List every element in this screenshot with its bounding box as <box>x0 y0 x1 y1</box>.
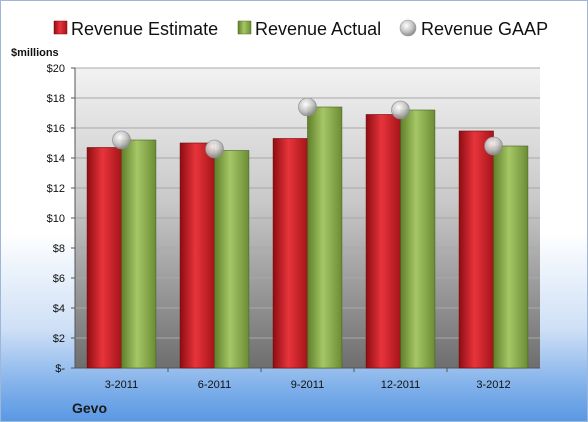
x-tick-label: 12-2011 <box>381 379 421 391</box>
legend: Revenue Estimate Revenue Actual Revenue … <box>53 19 548 39</box>
marker-revenue-gaap <box>391 100 410 120</box>
legend-label-actual: Revenue Actual <box>255 19 381 39</box>
bar-revenue-estimate <box>365 114 401 369</box>
legend-marker-gaap <box>399 19 417 37</box>
y-tick-label: $14 <box>47 153 65 165</box>
legend-item-revenue-gaap: Revenue GAAP <box>399 19 548 39</box>
y-unit-label: $millions <box>11 47 59 59</box>
y-tick-label: $6 <box>53 273 65 285</box>
y-tick-label: $8 <box>53 243 65 255</box>
company-label: Gevo <box>72 400 107 416</box>
marker-revenue-gaap <box>298 97 317 117</box>
bar-revenue-actual <box>214 150 250 369</box>
x-tick-label: 9-2011 <box>291 379 324 391</box>
bar-revenue-estimate <box>458 130 494 369</box>
bar-revenue-estimate <box>272 138 308 369</box>
y-tick-label: $2 <box>53 333 65 345</box>
legend-swatch-estimate <box>53 20 68 35</box>
legend-swatch-actual <box>237 20 252 35</box>
y-tick-label: $4 <box>53 303 65 315</box>
bar-revenue-actual <box>493 145 529 369</box>
bar-revenue-estimate <box>179 142 215 369</box>
marker-revenue-gaap <box>112 130 131 150</box>
legend-item-revenue-estimate: Revenue Estimate <box>53 19 218 39</box>
bar-revenue-estimate <box>86 147 122 369</box>
x-tick-label: 6-2011 <box>198 379 231 391</box>
legend-item-revenue-actual: Revenue Actual <box>237 19 381 39</box>
x-tick-label: 3-2012 <box>476 379 510 391</box>
marker-revenue-gaap <box>484 136 503 156</box>
bar-revenue-actual <box>400 109 436 369</box>
x-axis-ticks: 3-2011 6-2011 9-2011 12-2011 3-2012 <box>105 368 511 391</box>
y-tick-label: $10 <box>47 213 65 225</box>
bar-revenue-actual <box>121 139 157 369</box>
y-tick-label: $- <box>55 363 65 375</box>
bar-revenue-actual <box>307 106 343 369</box>
bars <box>86 106 529 369</box>
legend-label-gaap: Revenue GAAP <box>421 19 548 39</box>
y-tick-label: $12 <box>47 183 65 195</box>
marker-revenue-gaap <box>205 139 224 159</box>
y-axis-ticks: $- $2 $4 $6 $8 $10 $12 $14 $16 $18 $20 <box>47 63 540 375</box>
legend-label-estimate: Revenue Estimate <box>71 19 218 39</box>
y-tick-label: $18 <box>47 93 65 105</box>
y-tick-label: $20 <box>47 63 65 75</box>
y-tick-label: $16 <box>47 123 65 135</box>
gaap-markers <box>112 97 503 159</box>
x-tick-label: 3-2011 <box>105 379 138 391</box>
